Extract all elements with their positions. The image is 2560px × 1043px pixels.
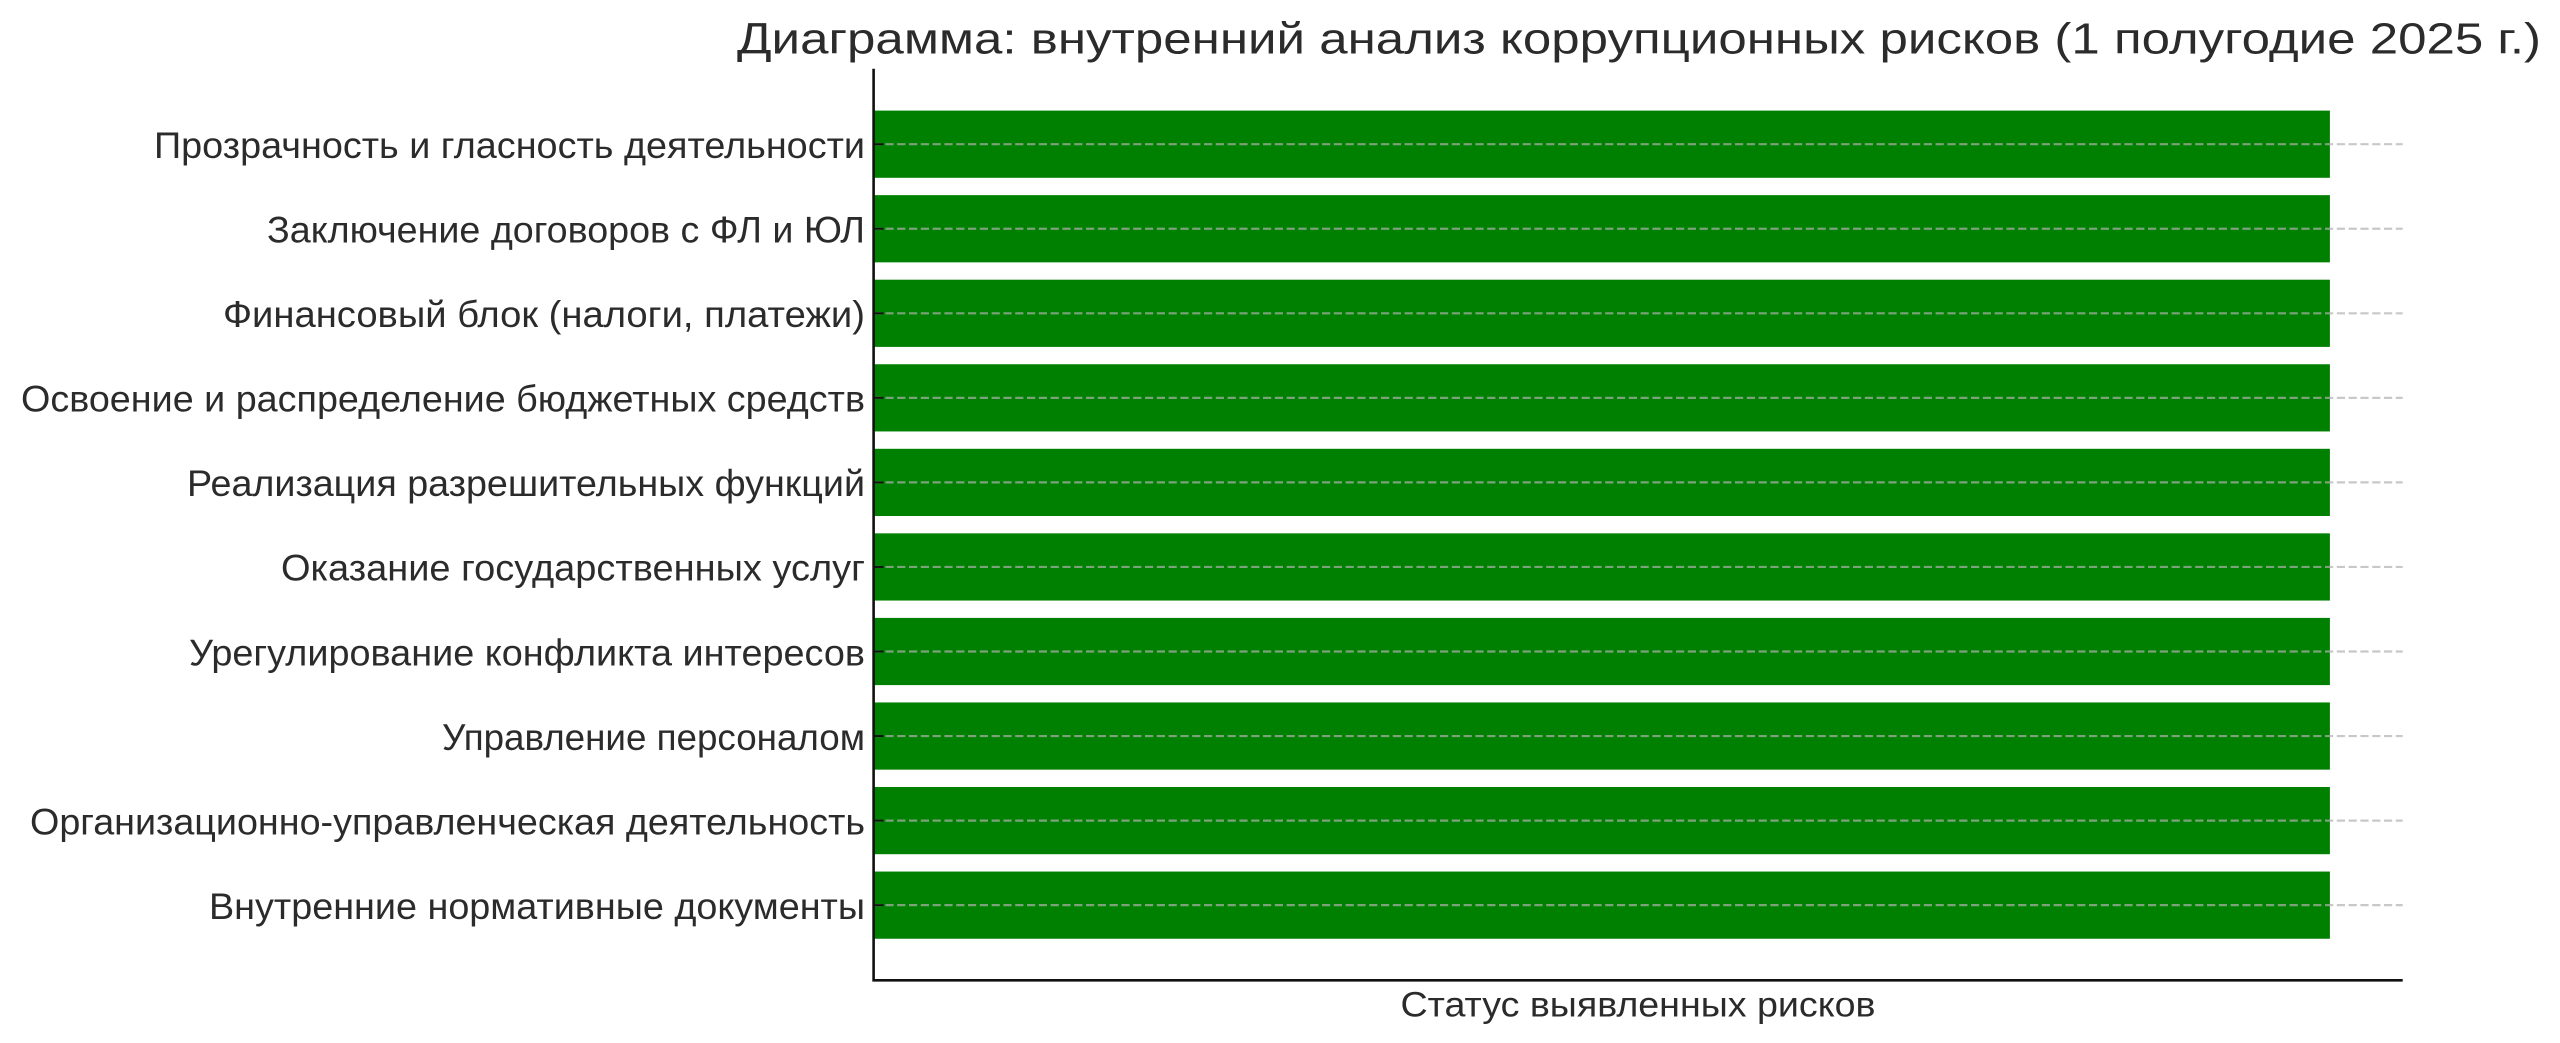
svg-text:Управление персоналом: Управление персоналом [442,716,865,758]
svg-text:Организационно-управленческая: Организационно-управленческая деятельнос… [30,800,865,842]
svg-text:Урегулирование конфликта интер: Урегулирование конфликта интересов [189,631,865,673]
svg-text:Диаграмма: внутренний анализ к: Диаграмма: внутренний анализ коррупционн… [737,15,2541,64]
svg-text:Статус выявленных рисков: Статус выявленных рисков [1401,986,1876,1025]
svg-text:Заключение договоров с ФЛ и ЮЛ: Заключение договоров с ФЛ и ЮЛ [267,209,865,251]
svg-text:Оказание государственных услуг: Оказание государственных услуг [281,547,865,589]
svg-text:Реализация разрешительных функ: Реализация разрешительных функций [187,462,865,504]
svg-text:Прозрачность и гласность деяте: Прозрачность и гласность деятельности [154,124,865,166]
svg-text:Финансовый блок (налоги, плате: Финансовый блок (налоги, платежи) [223,293,865,335]
svg-text:Внутренние нормативные докумен: Внутренние нормативные документы [209,885,865,927]
svg-text:Освоение и распределение бюдже: Освоение и распределение бюджетных средс… [21,378,865,420]
